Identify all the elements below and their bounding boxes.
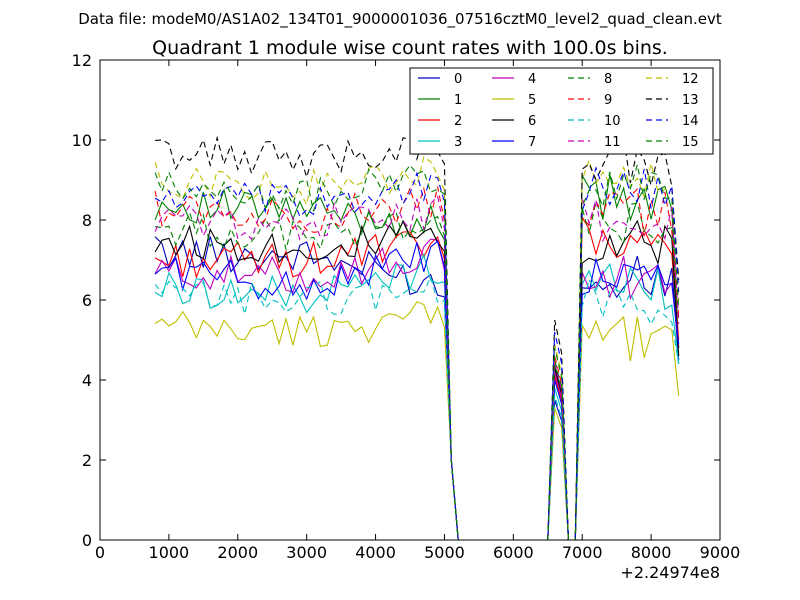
legend-label-8: 8 <box>604 72 612 87</box>
x-tick-label: 5000 <box>424 543 465 562</box>
x-tick-label: 6000 <box>493 543 534 562</box>
legend-label-0: 0 <box>454 72 462 87</box>
legend-label-1: 1 <box>454 93 462 108</box>
suptitle: Data file: modeM0/AS1A02_134T01_90000010… <box>78 10 722 29</box>
series-line-0 <box>154 236 680 541</box>
x-tick-label: 2000 <box>217 543 258 562</box>
legend-label-10: 10 <box>604 114 621 129</box>
series-line-4 <box>154 238 680 541</box>
chart-title: Quadrant 1 module wise count rates with … <box>152 37 668 59</box>
legend-label-15: 15 <box>682 135 699 150</box>
x-offset-label: +2.24974e8 <box>620 563 720 582</box>
series-line-12 <box>154 155 680 541</box>
y-tick-label: 4 <box>82 371 92 390</box>
legend-label-3: 3 <box>454 135 462 150</box>
legend-box <box>409 67 714 155</box>
legend-label-12: 12 <box>682 72 699 87</box>
legend-label-13: 13 <box>682 93 699 108</box>
legend-label-9: 9 <box>604 93 612 108</box>
legend-label-7: 7 <box>528 135 536 150</box>
series-line-9 <box>154 186 680 541</box>
legend-label-11: 11 <box>604 135 621 150</box>
y-tick-label: 6 <box>82 291 92 310</box>
y-tick-label: 0 <box>82 531 92 550</box>
series-line-8 <box>155 199 680 541</box>
x-tick-label: 7000 <box>562 543 603 562</box>
x-tick-label: 0 <box>95 543 105 562</box>
series-line-5 <box>154 301 680 541</box>
legend-label-5: 5 <box>528 93 536 108</box>
x-tick-label: 9000 <box>700 543 741 562</box>
x-tick-label: 4000 <box>355 543 396 562</box>
x-tick-label: 1000 <box>149 543 190 562</box>
legend-label-6: 6 <box>528 114 536 129</box>
y-tick-label: 12 <box>72 51 92 70</box>
series-line-7 <box>154 240 680 541</box>
series-layer <box>154 132 680 541</box>
legend-label-4: 4 <box>528 72 536 87</box>
series-line-6 <box>154 219 680 541</box>
series-line-3 <box>154 253 680 541</box>
x-tick-label: 8000 <box>631 543 672 562</box>
legend-label-2: 2 <box>454 114 462 129</box>
tick-layer: 0 1000 2000 3000 4000 5000 6000 7000 8000 9000 0 2 4… <box>72 51 741 562</box>
x-tick-label: 3000 <box>286 543 327 562</box>
y-tick-label: 2 <box>82 451 92 470</box>
y-tick-label: 10 <box>72 131 92 150</box>
series-line-2 <box>154 215 680 541</box>
series-line-15 <box>154 164 680 541</box>
series-line-1 <box>154 173 680 541</box>
y-tick-label: 8 <box>82 211 92 230</box>
series-line-13 <box>155 132 680 541</box>
series-line-11 <box>154 195 680 541</box>
legend-label-14: 14 <box>682 114 699 129</box>
